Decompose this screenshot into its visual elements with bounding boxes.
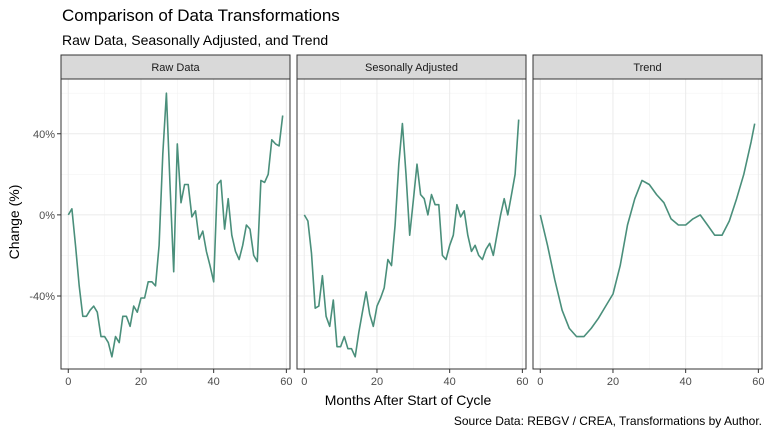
x-tick-label: 20	[135, 376, 147, 388]
chart-subtitle: Raw Data, Seasonally Adjusted, and Trend	[62, 32, 329, 48]
facet-strip	[60, 54, 291, 80]
facet-strip-label: Raw Data	[151, 62, 200, 74]
x-tick-label: 0	[301, 376, 307, 388]
x-tick-label: 60	[516, 376, 528, 388]
facet-strip-label: Trend	[633, 62, 661, 74]
facet-strip	[532, 54, 763, 80]
x-tick-label: 40	[680, 376, 692, 388]
y-tick-label: 40%	[33, 129, 55, 141]
series-line-raw-data	[67, 92, 284, 358]
x-axis-label: Months After Start of Cycle	[325, 392, 492, 408]
x-tick-label: 60	[752, 376, 764, 388]
series-line-sesonally-adjusted	[303, 119, 520, 358]
x-tick-label: 20	[371, 376, 383, 388]
facet-strip-label: Sesonally Adjusted	[365, 62, 458, 74]
x-tick-label: 60	[280, 376, 292, 388]
panel-background	[533, 79, 762, 369]
series-line-trend	[539, 123, 756, 338]
y-axis-label: Change (%)	[6, 185, 22, 260]
facet-strip	[296, 54, 527, 80]
x-tick-label: 0	[65, 376, 71, 388]
y-tick-label: 0%	[39, 210, 55, 222]
chart-title: Comparison of Data Transformations	[62, 6, 340, 25]
y-tick-label: -40%	[29, 291, 55, 303]
x-tick-label: 40	[444, 376, 456, 388]
source-caption: Source Data: REBGV / CREA, Transformatio…	[453, 414, 762, 428]
x-tick-label: 20	[607, 376, 619, 388]
x-tick-label: 0	[537, 376, 543, 388]
chart-panels: -40% 0% 40% Raw Data 0 20 40 60 Sesonally Adjust…	[29, 54, 764, 388]
x-tick-label: 40	[208, 376, 220, 388]
